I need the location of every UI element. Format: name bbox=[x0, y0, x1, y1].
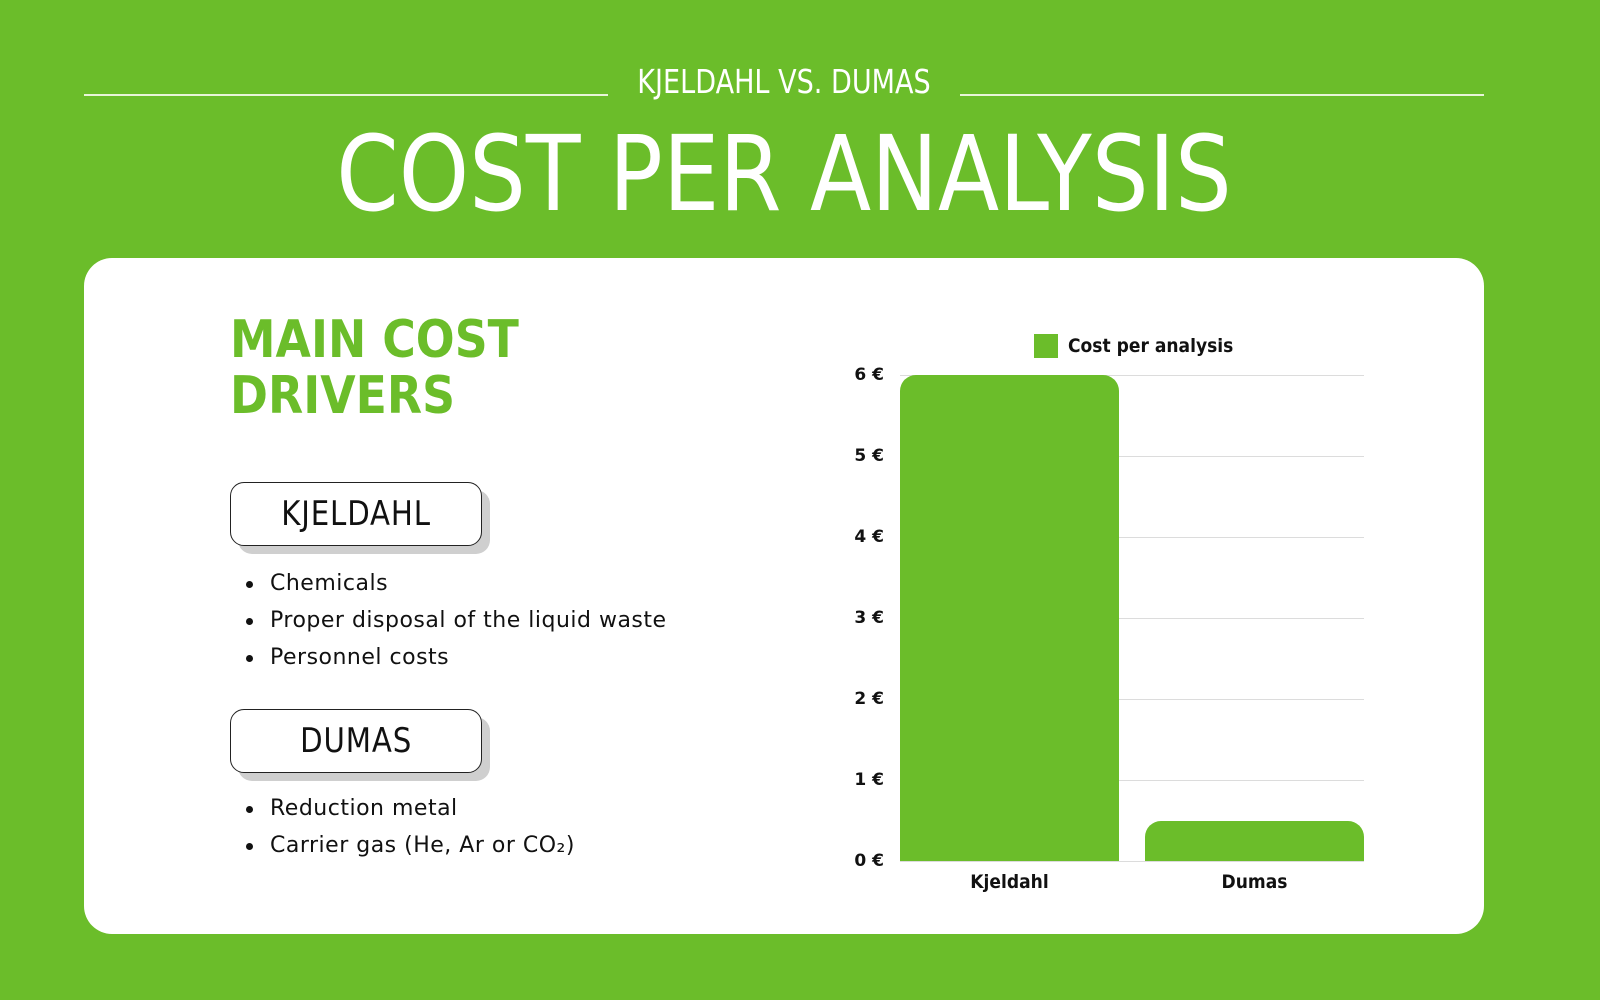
y-tick-label: 0 € bbox=[854, 851, 884, 871]
y-tick-label: 5 € bbox=[854, 446, 884, 466]
dumas-driver-list: Reduction metal Carrier gas (He, Ar or C… bbox=[244, 790, 575, 864]
method-label-text: KJELDAHL bbox=[281, 494, 431, 534]
list-item: Proper disposal of the liquid waste bbox=[244, 602, 667, 639]
chart-legend: Cost per analysis bbox=[1034, 334, 1252, 358]
bar-dumas bbox=[1145, 820, 1364, 861]
list-item: Carrier gas (He, Ar or CO₂) bbox=[244, 827, 575, 864]
page-title: COST PER ANALYSIS bbox=[336, 113, 1232, 235]
drivers-heading-line1: MAIN COST bbox=[230, 310, 519, 370]
list-item: Personnel costs bbox=[244, 639, 667, 676]
x-tick-label: Dumas bbox=[1221, 871, 1288, 893]
list-item: Reduction metal bbox=[244, 790, 575, 827]
method-label-kjeldahl: KJELDAHL bbox=[230, 482, 482, 546]
list-item: Chemicals bbox=[244, 565, 667, 602]
bar-kjeldahl bbox=[900, 375, 1119, 861]
y-tick-label: 2 € bbox=[854, 689, 884, 709]
y-tick-label: 1 € bbox=[854, 770, 884, 790]
y-tick-label: 4 € bbox=[854, 527, 884, 547]
method-label-text: DUMAS bbox=[299, 721, 413, 761]
gridline bbox=[900, 537, 1364, 538]
bar-chart: 6 € 5 € 4 € 3 € 2 € 1 € 0 € Kjeldahl Dum… bbox=[854, 365, 1364, 893]
gridline bbox=[900, 780, 1364, 781]
gridline bbox=[900, 456, 1364, 457]
legend-swatch bbox=[1034, 334, 1058, 358]
page-subtitle: KJELDAHL VS. DUMAS bbox=[637, 62, 931, 101]
x-tick-label: Kjeldahl bbox=[970, 871, 1049, 893]
gridline bbox=[900, 861, 1364, 862]
content-card: MAIN COST DRIVERS KJELDAHL Chemicals Pro… bbox=[84, 258, 1484, 934]
y-tick-label: 6 € bbox=[854, 365, 884, 385]
header-rule-left bbox=[84, 94, 608, 96]
legend-label: Cost per analysis bbox=[1068, 335, 1234, 357]
kjeldahl-driver-list: Chemicals Proper disposal of the liquid … bbox=[244, 565, 667, 676]
header-rule-right bbox=[960, 94, 1484, 96]
gridline bbox=[900, 699, 1364, 700]
gridline bbox=[900, 375, 1364, 376]
gridline bbox=[900, 618, 1364, 619]
drivers-heading-line2: DRIVERS bbox=[230, 366, 456, 426]
method-label-dumas: DUMAS bbox=[230, 709, 482, 773]
y-tick-label: 3 € bbox=[854, 608, 884, 628]
drivers-heading: MAIN COST DRIVERS bbox=[230, 312, 519, 424]
